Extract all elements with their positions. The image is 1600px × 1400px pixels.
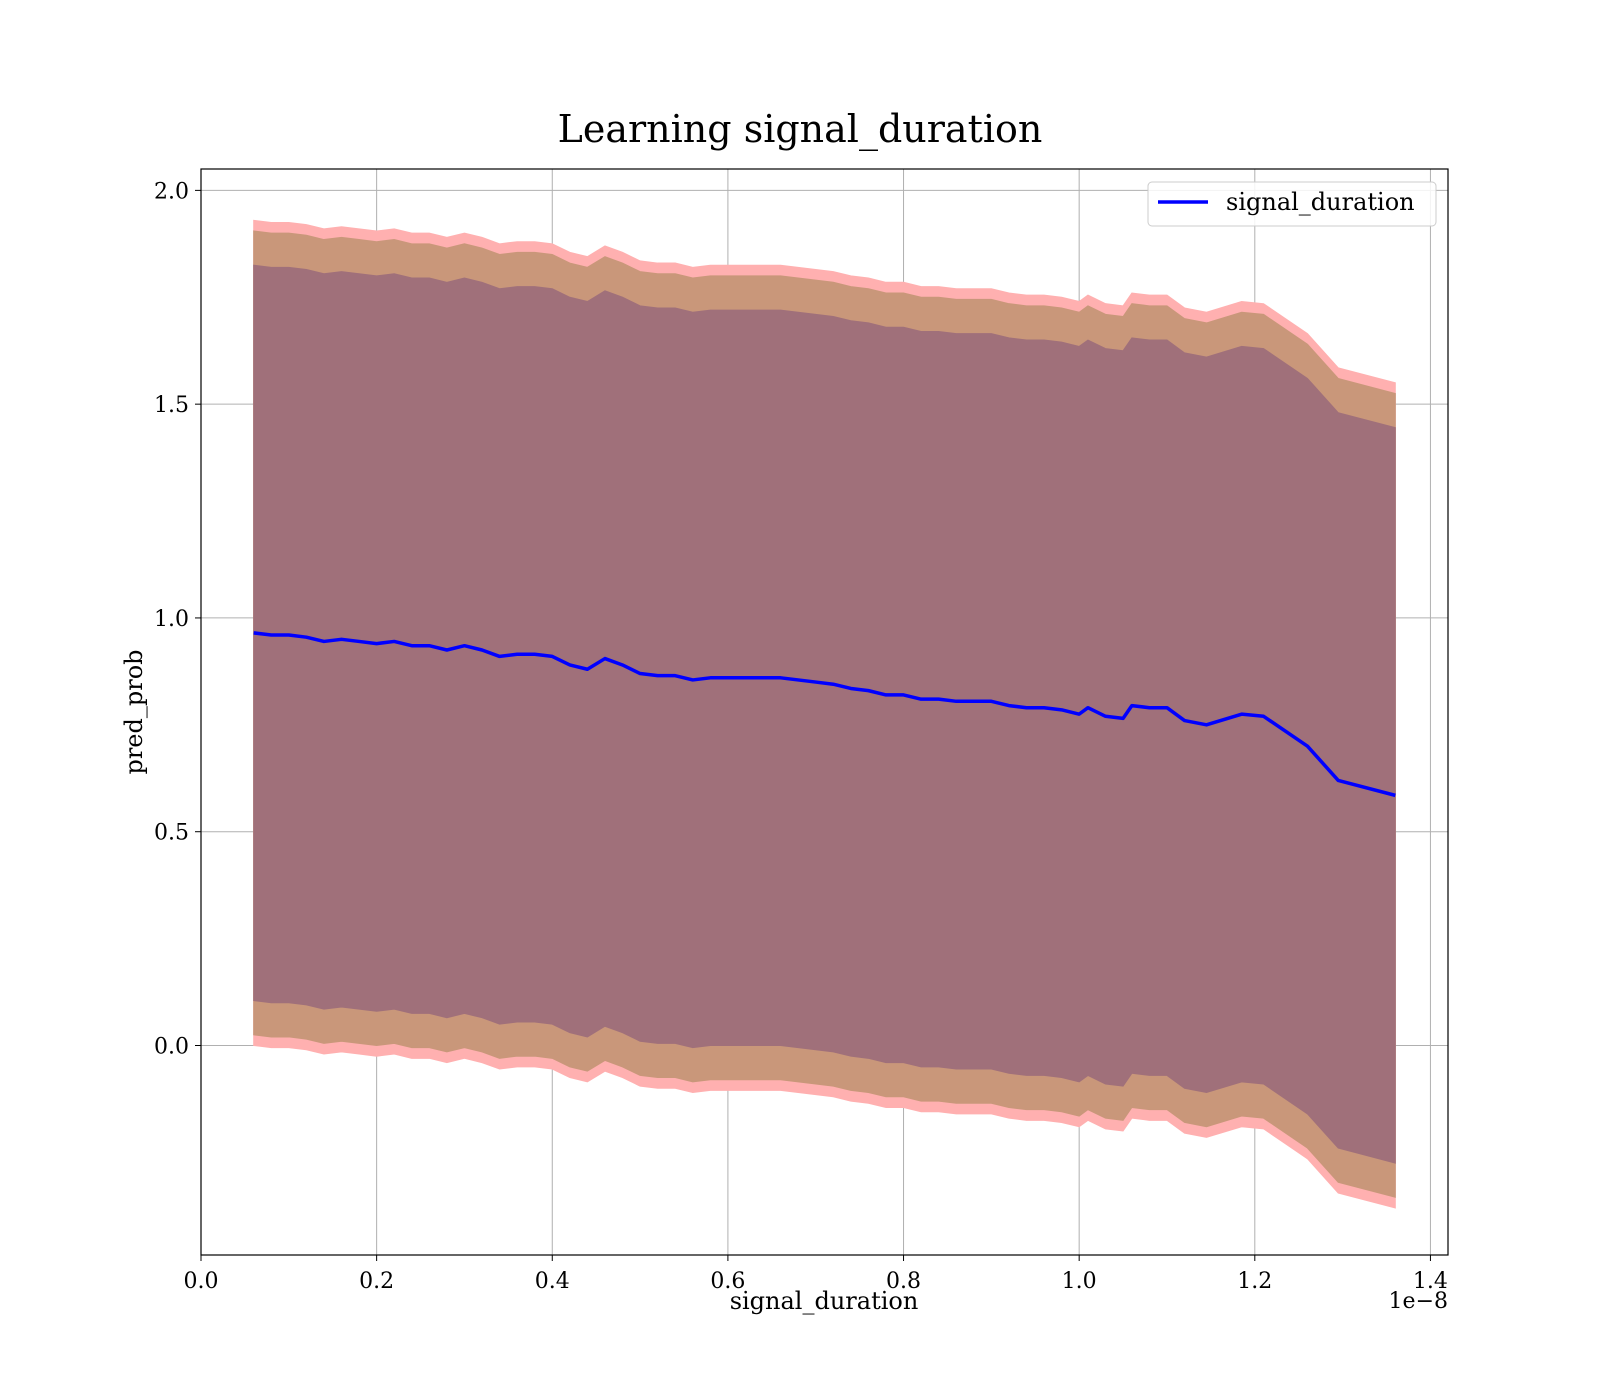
series-line-signal_duration (253, 631, 1396, 798)
y-tick-label: 0.5 (154, 821, 189, 846)
legend-box (1147, 181, 1437, 227)
plot-area-frame (200, 168, 1449, 1256)
legend-label: signal_duration (1226, 188, 1415, 216)
y-axis-ticks: 0.0 0.5 1.0 1.5 2.0 (154, 179, 201, 1059)
y-tick-label: 1.0 (154, 607, 189, 632)
x-tick-label: 1.4 (1413, 1269, 1448, 1294)
x-tick-label: 0.4 (535, 1269, 570, 1294)
x-axis-label: signal_duration (730, 1287, 919, 1315)
y-axis-label: pred_prob (120, 649, 148, 774)
x-tick-label: 0.2 (359, 1269, 394, 1294)
legend: signal_duration (1147, 181, 1437, 227)
band-inner (253, 264, 1396, 1164)
x-axis-ticks: 0.0 0.2 0.4 0.6 0.8 1.0 1.2 1.4 (184, 1255, 1448, 1294)
x-tick-label: 1.2 (1237, 1269, 1272, 1294)
x-tick-label: 0.6 (710, 1269, 745, 1294)
uncertainty-bands (253, 219, 1396, 1209)
x-axis-offset-label: 1e−8 (1389, 1289, 1448, 1314)
chart-title: Learning signal_duration (558, 107, 1043, 152)
x-tick-label: 0.0 (184, 1269, 219, 1294)
y-tick-label: 2.0 (154, 179, 189, 204)
y-tick-label: 0.0 (154, 1034, 189, 1059)
y-tick-label: 1.5 (154, 393, 189, 418)
series-lines (253, 631, 1396, 798)
x-tick-label: 0.8 (886, 1269, 921, 1294)
x-tick-label: 1.0 (1062, 1269, 1097, 1294)
